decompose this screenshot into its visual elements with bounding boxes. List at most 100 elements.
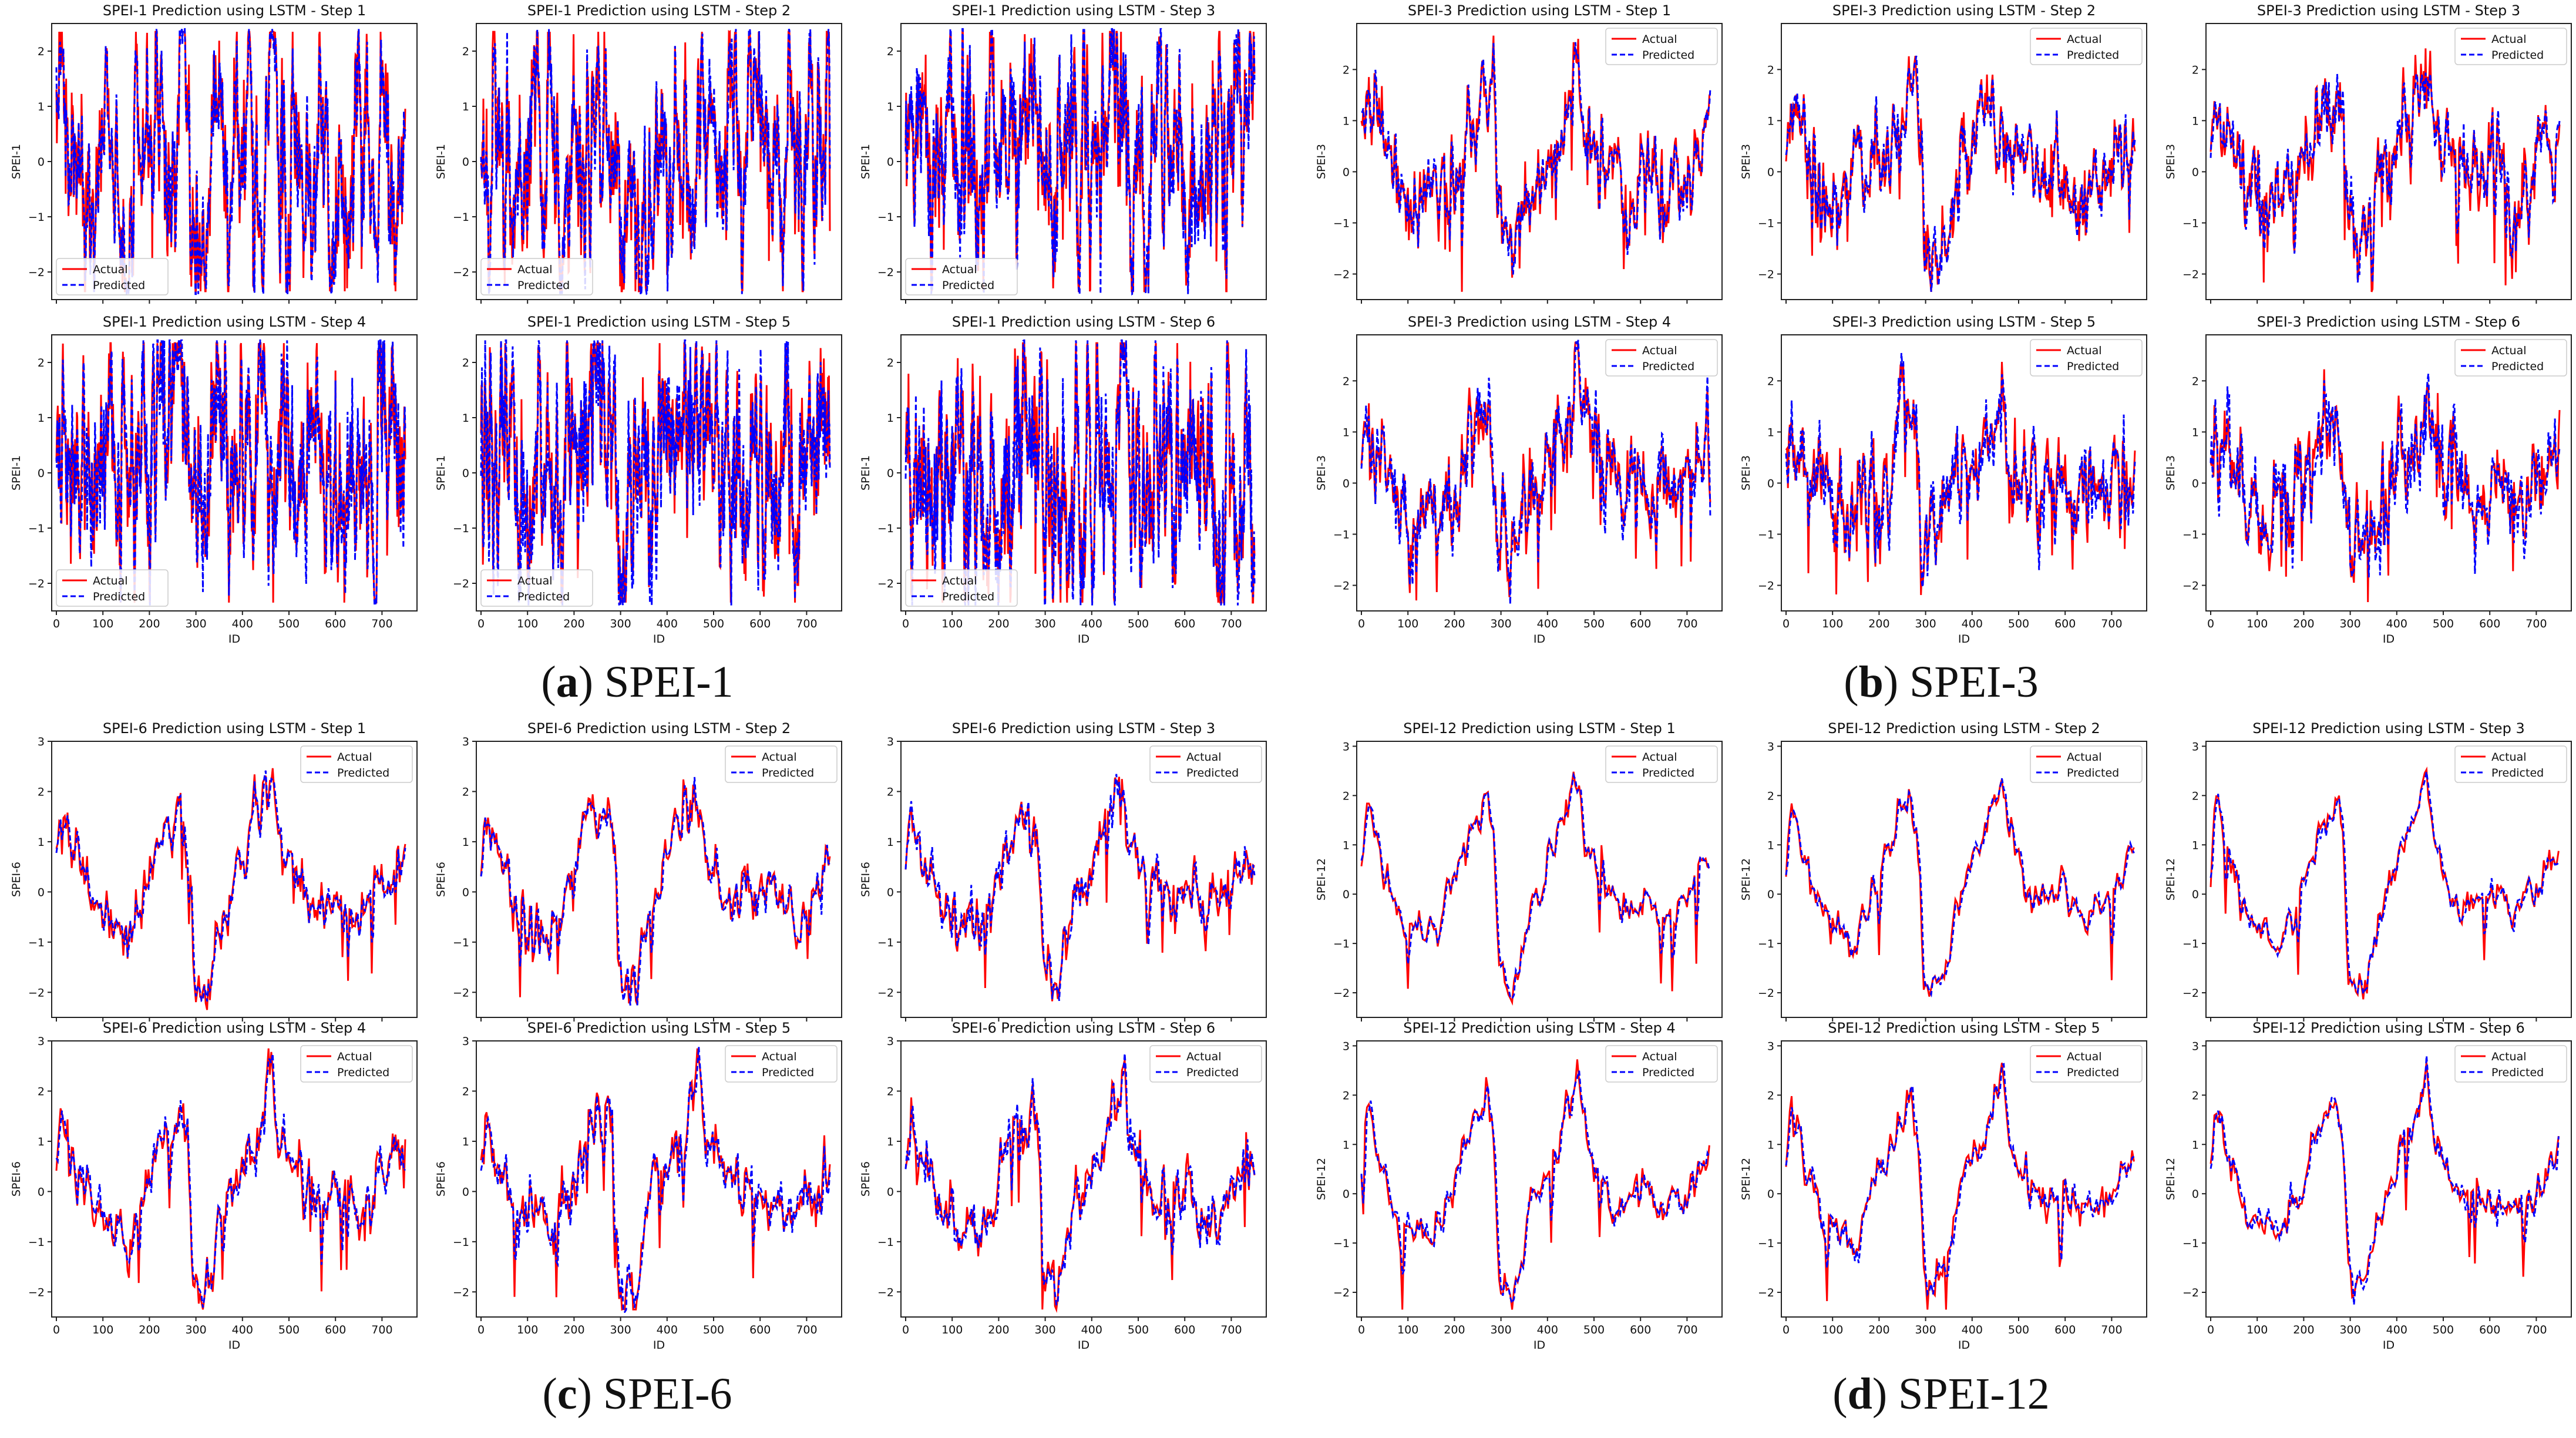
y-tick-label: −2 — [2182, 987, 2199, 1000]
series-predicted-line — [480, 28, 831, 295]
y-tick-label: 1 — [2192, 839, 2199, 852]
y-tick-label: 0 — [38, 886, 45, 899]
y-tick-label: 1 — [38, 412, 45, 425]
plot-title: SPEI-12 Prediction using LSTM - Step 4 — [1403, 1020, 1676, 1036]
plot-title: SPEI-3 Prediction using LSTM - Step 6 — [2257, 314, 2520, 330]
y-tick-label: −2 — [1758, 579, 1774, 592]
legend-actual-label: Actual — [2491, 344, 2527, 357]
legend-actual-label: Actual — [93, 263, 128, 276]
subplot-d-step-1: SPEI-12 Prediction using LSTM - Step 1 −2… — [1315, 720, 1723, 1022]
x-tick-label: 600 — [1174, 1323, 1195, 1336]
y-tick-label: −1 — [1333, 528, 1350, 541]
x-tick-label: 600 — [2479, 1323, 2500, 1336]
x-tick-label: 500 — [278, 617, 300, 630]
y-axis-label: SPEI-12 — [1315, 1158, 1328, 1200]
y-tick-label: 3 — [38, 1035, 45, 1048]
legend: Actual Predicted — [480, 258, 593, 295]
y-tick-label: 1 — [1343, 115, 1350, 127]
caption-b-label: SPEI-3 — [1909, 657, 2039, 707]
y-tick-label: 1 — [1343, 1138, 1350, 1151]
y-tick-label: −2 — [28, 986, 45, 999]
x-tick-label: 300 — [2339, 617, 2360, 630]
plot-frame — [1356, 1040, 1723, 1318]
y-tick-label: 2 — [887, 1085, 894, 1098]
x-tick-label: 600 — [325, 617, 346, 630]
y-tick-label: −1 — [1333, 217, 1350, 230]
x-tick-label: 700 — [2101, 617, 2122, 630]
legend-actual-label: Actual — [2067, 33, 2102, 46]
legend: Actual Predicted — [2454, 339, 2567, 377]
x-axis-label: ID — [1534, 1339, 1545, 1352]
x-tick-label: 0 — [1358, 617, 1365, 630]
subplot-d-step-3: SPEI-12 Prediction using LSTM - Step 3 −2… — [2164, 720, 2572, 1022]
legend-predicted-label: Predicted — [93, 590, 145, 603]
y-tick-label: 1 — [1343, 839, 1350, 852]
plot-frame — [1781, 1040, 2147, 1318]
y-axis-label: SPEI-1 — [435, 455, 448, 490]
x-tick-label: 700 — [371, 617, 392, 630]
y-tick-label: −1 — [2182, 938, 2199, 950]
y-tick-label: 0 — [1767, 477, 1774, 490]
y-tick-label: 0 — [1767, 888, 1774, 901]
y-axis-label: SPEI-3 — [2164, 144, 2177, 179]
plot-title: SPEI-3 Prediction using LSTM - Step 5 — [1832, 314, 2096, 330]
x-tick-label: 700 — [1676, 1323, 1697, 1336]
y-tick-label: 3 — [462, 1035, 469, 1048]
plot-title: SPEI-3 Prediction using LSTM - Step 1 — [1408, 2, 1671, 19]
legend-predicted-label: Predicted — [517, 279, 570, 292]
series-predicted-line — [1785, 55, 2136, 292]
y-tick-label: 1 — [462, 836, 469, 849]
y-tick-label: 0 — [462, 467, 469, 480]
legend-actual-label: Actual — [2491, 1050, 2527, 1063]
x-tick-label: 300 — [2339, 1323, 2360, 1336]
y-axis-label: SPEI-6 — [859, 862, 872, 897]
x-axis-label: ID — [2383, 633, 2395, 646]
legend-predicted-label: Predicted — [762, 767, 814, 780]
y-tick-label: −2 — [2182, 579, 2199, 592]
y-axis-label: SPEI-3 — [1740, 144, 1753, 179]
y-tick-label: 0 — [1343, 888, 1350, 901]
series-predicted-line — [904, 774, 1256, 1001]
x-tick-label: 200 — [139, 617, 160, 630]
x-tick-label: 100 — [92, 1323, 113, 1336]
plot-title: SPEI-12 Prediction using LSTM - Step 3 — [2252, 720, 2525, 737]
series-predicted-line — [2210, 1056, 2560, 1305]
y-tick-label: 1 — [462, 1135, 469, 1148]
plot-frame — [476, 741, 842, 1018]
y-tick-label: 2 — [38, 785, 45, 798]
x-axis-label: ID — [1958, 633, 1970, 646]
y-tick-label: −1 — [28, 522, 45, 535]
caption-c: (c) SPEI-6 — [542, 1369, 732, 1419]
y-tick-label: 2 — [1343, 789, 1350, 802]
x-tick-label: 300 — [1915, 617, 1936, 630]
series-predicted-line — [1360, 1070, 1710, 1306]
x-axis-label: ID — [1958, 1339, 1970, 1352]
plot-frame — [51, 1040, 418, 1318]
plot-title: SPEI-1 Prediction using LSTM - Step 1 — [103, 2, 366, 19]
y-tick-label: −1 — [1758, 938, 1774, 950]
y-tick-label: 0 — [887, 886, 894, 899]
x-tick-label: 0 — [477, 1323, 485, 1336]
y-tick-label: 3 — [462, 735, 469, 748]
plot-title: SPEI-1 Prediction using LSTM - Step 2 — [527, 2, 791, 19]
y-tick-label: −2 — [453, 266, 469, 279]
y-tick-label: −2 — [1333, 1286, 1350, 1299]
plot-title: SPEI-1 Prediction using LSTM - Step 4 — [103, 314, 366, 330]
y-tick-label: 2 — [1343, 63, 1350, 76]
legend-actual-label: Actual — [1642, 344, 1677, 357]
y-tick-label: 3 — [1343, 1040, 1350, 1053]
x-tick-label: 700 — [1220, 1323, 1242, 1336]
x-tick-label: 500 — [1128, 617, 1149, 630]
legend-predicted-label: Predicted — [2067, 49, 2119, 62]
y-tick-label: −2 — [2182, 1286, 2199, 1299]
legend-box — [725, 1045, 838, 1083]
x-tick-label: 400 — [657, 1323, 678, 1336]
legend-predicted-label: Predicted — [1186, 767, 1239, 780]
x-tick-label: 200 — [563, 1323, 584, 1336]
legend-predicted-label: Predicted — [2491, 49, 2544, 62]
series-actual-line — [2210, 766, 2560, 1000]
plot-title: SPEI-3 Prediction using LSTM - Step 4 — [1408, 314, 1671, 330]
y-tick-label: −2 — [877, 266, 894, 279]
y-axis-label: SPEI-3 — [2164, 455, 2177, 490]
